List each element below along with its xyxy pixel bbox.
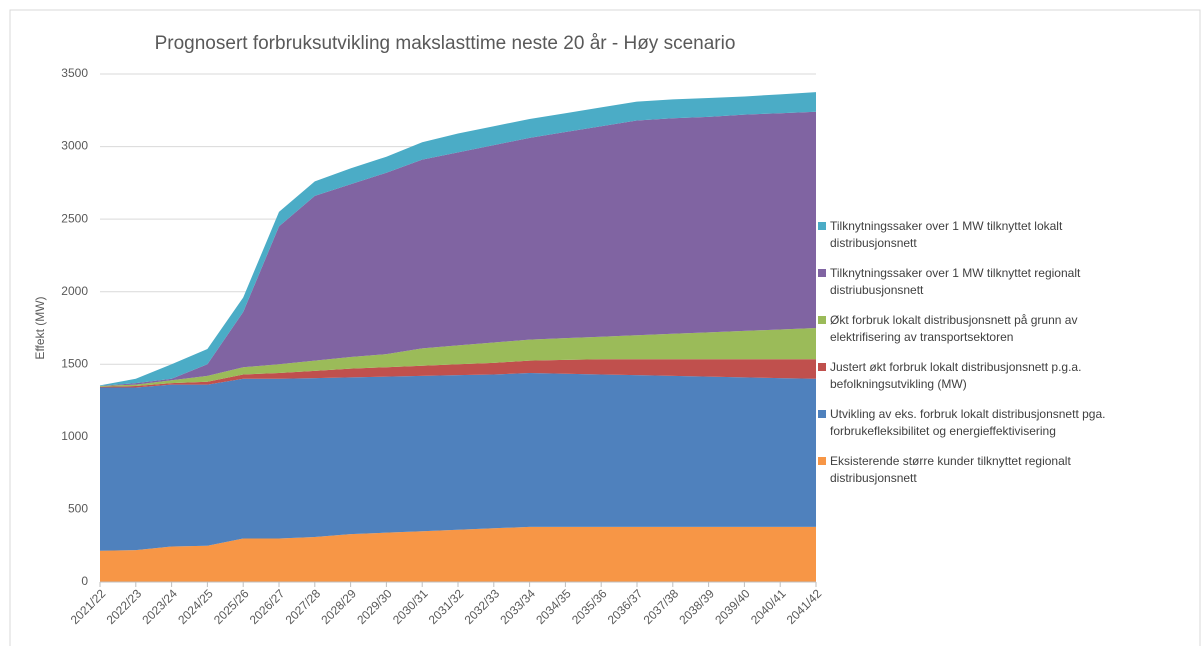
legend-label: Tilknytningssaker over 1 MW tilknyttet l… xyxy=(830,219,1063,250)
x-tick-label: 2040/41 xyxy=(748,586,789,627)
area xyxy=(100,359,816,388)
x-tick-label: 2034/35 xyxy=(533,586,574,627)
legend-label: Utvikling av eks. forbruk lokalt distrib… xyxy=(830,407,1106,438)
legend-item: Tilknytningssaker over 1 MW tilknyttet r… xyxy=(818,265,1128,299)
legend-item: Eksisterende større kunder tilknyttet re… xyxy=(818,453,1128,487)
y-axis-label: Effekt (MW) xyxy=(33,296,47,359)
chart-border xyxy=(9,9,1201,646)
x-tick-label: 2024/25 xyxy=(175,586,216,627)
y-tick-label: 3500 xyxy=(61,66,88,80)
legend-swatch xyxy=(818,457,826,465)
legend-item: Justert økt forbruk lokalt distribusjons… xyxy=(818,359,1128,393)
x-tick-label: 2032/33 xyxy=(462,586,503,627)
area xyxy=(100,111,816,387)
legend-item: Økt forbruk lokalt distribusjonsnett på … xyxy=(818,312,1128,346)
x-tick-label: 2030/31 xyxy=(390,586,431,627)
legend-item: Utvikling av eks. forbruk lokalt distrib… xyxy=(818,406,1128,440)
x-tick-label: 2038/39 xyxy=(676,586,717,627)
x-tick-label: 2028/29 xyxy=(318,586,359,627)
y-tick-label: 3000 xyxy=(61,139,88,153)
x-tick-label: 2022/23 xyxy=(104,586,145,627)
x-tick-label: 2041/42 xyxy=(784,586,825,627)
y-tick-label: 500 xyxy=(68,502,88,516)
area xyxy=(100,526,816,582)
legend-label: Økt forbruk lokalt distribusjonsnett på … xyxy=(830,313,1078,344)
y-tick-label: 1500 xyxy=(61,356,88,370)
x-tick-label: 2033/34 xyxy=(497,586,538,627)
chart-title: Prognosert forbruksutvikling makslasttim… xyxy=(155,33,736,54)
legend-item: Tilknytningssaker over 1 MW tilknyttet l… xyxy=(818,218,1128,252)
area xyxy=(100,372,816,551)
y-tick-label: 2500 xyxy=(61,211,88,225)
y-tick-label: 0 xyxy=(81,574,88,588)
x-tick-label: 2026/27 xyxy=(247,586,288,627)
areas xyxy=(100,92,816,582)
x-tick-label: 2023/24 xyxy=(139,586,180,627)
legend-swatch xyxy=(818,363,826,371)
legend-swatch xyxy=(818,316,826,324)
legend-label: Justert økt forbruk lokalt distribusjons… xyxy=(830,360,1082,391)
area xyxy=(100,92,816,387)
x-tick-label: 2036/37 xyxy=(605,586,646,627)
x-tick-label: 2029/30 xyxy=(354,586,395,627)
y-tick-label: 2000 xyxy=(61,284,88,298)
legend-swatch xyxy=(818,269,826,277)
x-tick-label: 2025/26 xyxy=(211,586,252,627)
area xyxy=(100,328,816,387)
x-tick-label: 2037/38 xyxy=(641,586,682,627)
legend-swatch xyxy=(818,222,826,230)
legend-label: Eksisterende større kunder tilknyttet re… xyxy=(830,454,1071,485)
legend-swatch xyxy=(818,410,826,418)
legend: Tilknytningssaker over 1 MW tilknyttet l… xyxy=(818,218,1128,500)
x-tick-label: 2035/36 xyxy=(569,586,610,627)
x-tick-label: 2039/40 xyxy=(712,586,753,627)
legend-label: Tilknytningssaker over 1 MW tilknyttet r… xyxy=(830,266,1081,297)
x-tick-label: 2021/22 xyxy=(68,586,109,627)
x-tick-label: 2027/28 xyxy=(283,586,324,627)
x-tick-label: 2031/32 xyxy=(426,586,467,627)
y-tick-label: 1000 xyxy=(61,429,88,443)
